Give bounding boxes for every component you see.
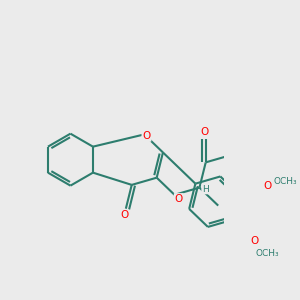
Text: O: O [120, 210, 128, 220]
Text: H: H [202, 184, 209, 194]
Text: OCH₃: OCH₃ [274, 177, 297, 186]
Text: O: O [175, 194, 183, 204]
Text: OCH₃: OCH₃ [256, 248, 279, 257]
Text: O: O [264, 181, 272, 191]
Text: O: O [142, 131, 151, 141]
Text: O: O [250, 236, 259, 246]
Text: O: O [201, 127, 209, 137]
